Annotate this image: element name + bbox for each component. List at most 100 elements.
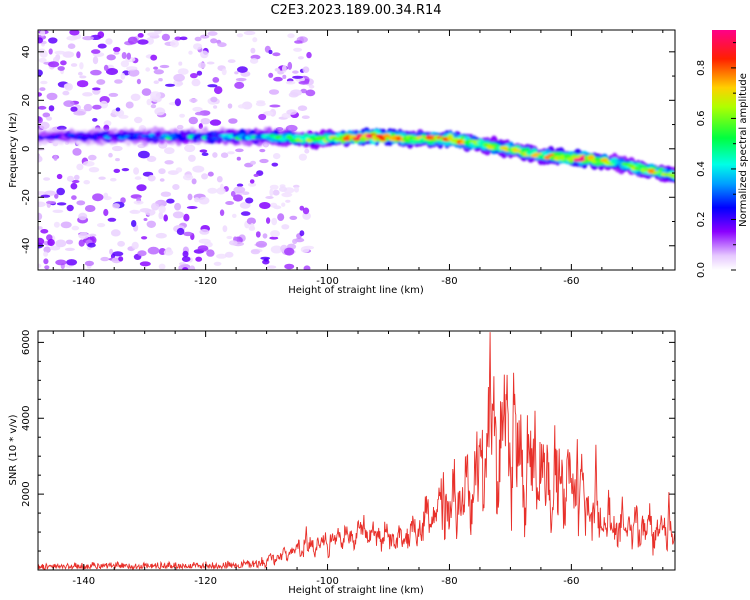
noise-speckle: [263, 258, 269, 262]
noise-speckle: [38, 191, 47, 196]
ridge-cell: [352, 137, 361, 141]
noise-speckle: [269, 236, 279, 240]
noise-speckle: [302, 66, 310, 73]
noise-speckle: [150, 54, 158, 61]
spectrogram-panel: -140 -120 -100 -80 -60 -40 -20 0 20 40 Height of…: [8, 29, 676, 296]
noise-speckle: [232, 213, 237, 218]
noise-speckle: [40, 229, 49, 234]
noise-speckle: [216, 176, 223, 183]
noise-speckle: [155, 200, 162, 205]
noise-speckle: [227, 151, 235, 155]
noise-speckle: [248, 182, 257, 187]
noise-speckle: [53, 154, 58, 161]
noise-speckle: [255, 240, 268, 248]
noise-speckle: [235, 148, 244, 153]
noise-speckle: [88, 154, 97, 161]
noise-speckle: [110, 229, 121, 237]
noise-speckle: [188, 50, 193, 55]
noise-speckle: [76, 80, 89, 88]
noise-speckle: [176, 124, 184, 130]
noise-speckle: [273, 76, 283, 82]
noise-speckle: [103, 64, 109, 71]
noise-speckle: [158, 263, 166, 270]
snr-x-tick-label: -80: [441, 576, 457, 587]
noise-speckle: [286, 109, 298, 115]
noise-speckle: [83, 160, 95, 167]
noise-speckle: [103, 208, 109, 217]
noise-speckle: [48, 105, 55, 112]
noise-speckle: [108, 92, 119, 97]
noise-speckle: [164, 147, 175, 155]
noise-speckle: [292, 70, 299, 74]
noise-speckle: [270, 245, 283, 254]
noise-speckle: [297, 105, 308, 111]
spectrogram-y-tick-label: -20: [21, 189, 32, 205]
noise-speckle: [74, 174, 80, 181]
noise-speckle: [56, 173, 63, 180]
noise-speckle: [71, 225, 80, 231]
noise-speckle: [66, 204, 74, 212]
noise-speckle: [83, 103, 93, 112]
noise-speckle: [178, 61, 183, 66]
noise-speckle: [56, 125, 67, 131]
noise-speckle: [187, 193, 193, 201]
noise-speckle: [201, 152, 209, 156]
noise-speckle: [199, 229, 210, 235]
noise-speckle: [277, 213, 285, 222]
noise-speckle: [269, 184, 279, 190]
noise-speckle: [128, 68, 140, 77]
colorbar-axis: 0.0 0.2 0.4 0.6 0.8: [696, 42, 736, 278]
noise-speckle: [92, 118, 98, 122]
noise-speckle: [76, 51, 81, 59]
noise-speckle: [43, 177, 51, 181]
noise-speckle: [233, 194, 243, 202]
colorbar-tick-label: 0.2: [696, 212, 707, 228]
noise-speckle: [194, 197, 200, 203]
noise-speckle: [127, 36, 138, 45]
noise-speckle: [300, 246, 310, 253]
noise-speckle: [253, 173, 259, 177]
noise-speckle: [79, 75, 87, 79]
noise-speckle: [92, 56, 99, 65]
noise-speckle: [136, 78, 141, 85]
noise-speckle: [113, 46, 121, 53]
noise-speckle: [221, 68, 227, 76]
noise-speckle: [153, 69, 164, 75]
noise-speckle: [79, 62, 84, 70]
noise-speckle: [207, 171, 214, 177]
noise-speckle: [117, 240, 125, 247]
noise-speckle: [303, 265, 311, 270]
noise-speckle: [84, 260, 94, 266]
noise-speckle: [106, 54, 116, 61]
snr-y-tick-label: 4000: [21, 406, 32, 431]
noise-speckle: [228, 118, 238, 124]
noise-speckle: [153, 66, 159, 70]
noise-speckle: [78, 71, 83, 76]
noise-speckle: [230, 190, 236, 197]
noise-speckle: [250, 160, 256, 165]
spectrogram-y-tick-label: 40: [21, 45, 32, 58]
noise-speckle: [234, 81, 245, 89]
noise-speckle: [213, 105, 218, 109]
noise-speckle: [112, 203, 121, 209]
noise-speckle: [246, 217, 256, 225]
noise-speckle: [136, 184, 147, 192]
noise-speckle: [298, 80, 310, 85]
ridge-cell: [520, 148, 528, 154]
noise-speckle: [111, 145, 123, 152]
noise-speckle: [183, 213, 190, 222]
spectrogram-y-label: Frequency (Hz): [8, 112, 19, 188]
colorbar-tick-label: 0.4: [696, 161, 707, 177]
snr-y-axis: 2000 4000 6000: [21, 330, 675, 571]
spectrogram-y-tick-label: 20: [21, 94, 32, 107]
noise-speckle: [92, 104, 102, 110]
noise-speckle: [289, 215, 298, 220]
spectrogram-y-tick-label: 0: [21, 146, 32, 152]
noise-speckle: [161, 33, 170, 41]
noise-speckle: [145, 67, 151, 72]
noise-speckle: [71, 195, 77, 201]
noise-speckle: [106, 68, 118, 75]
noise-speckle: [92, 87, 101, 91]
noise-speckle: [134, 176, 142, 180]
snr-x-tick-label: -60: [563, 576, 579, 587]
